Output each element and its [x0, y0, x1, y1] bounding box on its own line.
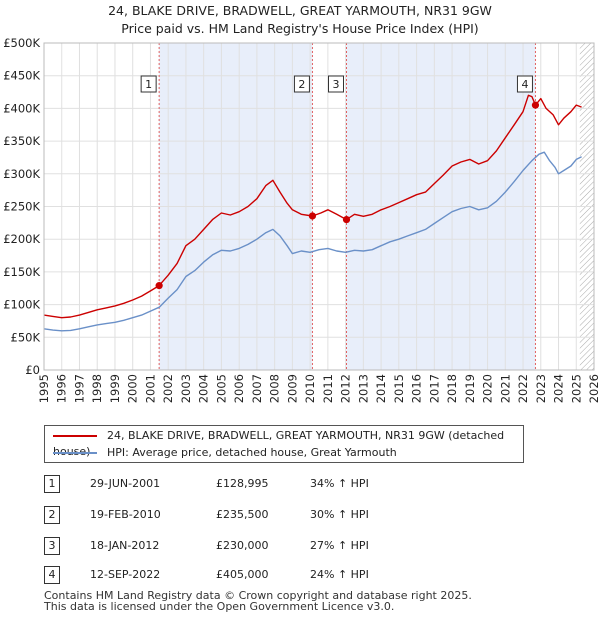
x-tick-label: 2017 [427, 374, 441, 403]
sale-hpi-change: 34% ↑ HPI [310, 477, 369, 490]
legend-swatch-hpi [53, 452, 97, 454]
x-tick-label: 2003 [179, 374, 193, 403]
x-tick-label: 1999 [108, 374, 122, 403]
price-chart: £0 £50K £100K £150K £200K £250K £300K £350K £400… [3, 36, 600, 403]
sale-badge: 4 [44, 566, 60, 584]
sale-date: 29-JUN-2001 [90, 477, 161, 490]
sale-label-3: 3 [333, 78, 340, 91]
plot-border [43, 42, 595, 371]
x-tick-label: 2024 [552, 374, 566, 403]
x-tick-label: 1996 [55, 374, 69, 403]
sale-hpi-change: 27% ↑ HPI [310, 539, 369, 552]
legend-item-property: 24, BLAKE DRIVE, BRADWELL, GREAT YARMOUT… [53, 428, 523, 458]
x-tick-label: 2020 [481, 374, 495, 403]
sale-point-4 [531, 101, 540, 109]
sale-price: £128,995 [216, 477, 269, 490]
sale-label-1: 1 [145, 78, 152, 91]
legend-swatch-property [53, 435, 97, 437]
sale-label-4: 4 [521, 78, 528, 91]
x-tick-label: 1998 [90, 374, 104, 403]
y-tick-label: £300K [3, 167, 40, 181]
sale-point-3 [342, 215, 351, 224]
y-tick-label: £450K [3, 69, 40, 83]
x-tick-label: 2000 [126, 374, 140, 403]
sale-label-box-3 [328, 75, 344, 93]
legend: 24, BLAKE DRIVE, BRADWELL, GREAT YARMOUT… [44, 425, 524, 463]
footer-copyright: Contains HM Land Registry data © Crown c… [44, 589, 472, 602]
x-tick-label: 2005 [214, 374, 228, 403]
x-tick-label: 2008 [268, 374, 282, 403]
x-tick-label: 2025 [569, 374, 583, 403]
x-tick-label: 2010 [303, 374, 317, 403]
y-tick-label: £250K [3, 200, 40, 214]
x-tick-label: 2001 [143, 374, 157, 403]
y-tick-label: £400K [3, 101, 40, 115]
sale-price: £235,500 [216, 508, 269, 521]
sale-label-box-1 [140, 75, 157, 93]
x-tick-label: 2018 [445, 374, 459, 403]
legend-item-hpi: HPI: Average price, detached house, Grea… [53, 445, 397, 461]
sale-badge: 1 [44, 475, 60, 493]
y-tick-label: £350K [3, 134, 40, 148]
sale-badge: 3 [44, 537, 60, 555]
sale-badge: 2 [44, 506, 60, 524]
x-tick-label: 2009 [285, 374, 299, 403]
x-tick-label: 1995 [37, 374, 51, 403]
x-tick-label: 2014 [374, 374, 388, 403]
x-tick-label: 2023 [534, 374, 548, 403]
x-tick-label: 2007 [250, 374, 264, 403]
sale-price: £405,000 [216, 568, 269, 581]
sale-hpi-change: 24% ↑ HPI [310, 568, 369, 581]
x-tick-label: 2016 [410, 374, 424, 403]
sale-date: 18-JAN-2012 [90, 539, 160, 552]
x-tick-label: 2019 [463, 374, 477, 403]
chart-subtitle: Price paid vs. HM Land Registry's House … [121, 21, 479, 36]
legend-label-hpi: HPI: Average price, detached house, Grea… [107, 446, 397, 459]
sale-point-1 [155, 282, 163, 290]
y-tick-label: £150K [3, 265, 40, 279]
sale-label-box-2 [293, 75, 310, 93]
sale-price: £230,000 [216, 539, 269, 552]
x-tick-label: 2022 [516, 374, 530, 403]
sale-date: 19-FEB-2010 [90, 508, 161, 521]
y-tick-label: £500K [3, 36, 40, 50]
x-tick-label: 2026 [587, 374, 600, 403]
y-tick-label: £100K [3, 298, 40, 312]
x-tick-label: 2004 [197, 374, 211, 403]
footer-licence: This data is licensed under the Open Gov… [44, 600, 395, 613]
x-tick-label: 2015 [392, 374, 406, 403]
sale-point-2 [308, 212, 317, 220]
y-tick-label: £200K [3, 232, 40, 246]
sale-date: 12-SEP-2022 [90, 568, 161, 581]
property-price-line [43, 94, 582, 319]
x-tick-label: 1997 [72, 374, 86, 403]
y-tick-label: £50K [11, 330, 41, 344]
y-tick-label: £0 [25, 363, 40, 377]
x-tick-label: 2006 [232, 374, 246, 403]
sale-label-box-4 [516, 75, 533, 93]
x-tick-label: 2013 [356, 374, 370, 403]
legend-label-property: 24, BLAKE DRIVE, BRADWELL, GREAT YARMOUT… [53, 429, 505, 458]
chart-title: 24, BLAKE DRIVE, BRADWELL, GREAT YARMOUT… [108, 3, 492, 18]
x-tick-label: 2011 [321, 374, 335, 403]
x-tick-label: 2002 [161, 374, 175, 403]
x-tick-label: 2012 [339, 374, 353, 403]
x-tick-label: 2021 [498, 374, 512, 403]
sale-hpi-change: 30% ↑ HPI [310, 508, 369, 521]
sale-label-2: 2 [298, 78, 305, 91]
hpi-line [43, 151, 582, 332]
